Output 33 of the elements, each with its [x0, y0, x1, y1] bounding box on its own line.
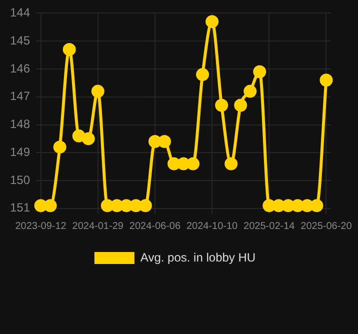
point	[72, 129, 86, 142]
point	[253, 65, 266, 78]
point	[91, 84, 104, 98]
x-tick-label: 2024-10-10	[186, 220, 238, 232]
y-tick-label: 151	[10, 200, 30, 215]
point	[244, 84, 257, 98]
point	[224, 157, 238, 170]
x-tick-label: 2023-09-12	[15, 220, 67, 232]
point	[53, 140, 66, 154]
point	[186, 157, 200, 170]
point	[44, 199, 57, 212]
point	[62, 42, 76, 56]
point	[206, 15, 219, 28]
point	[234, 98, 248, 112]
x-tick-label: 2025-06-20	[300, 220, 352, 232]
point	[82, 132, 95, 146]
y-tick-label: 146	[10, 61, 30, 76]
y-tick-label: 149	[10, 144, 30, 159]
point	[158, 134, 171, 148]
y-tick-label: 147	[10, 89, 30, 104]
x-tick-label: 2024-06-06	[129, 220, 181, 232]
y-tick-label: 148	[10, 117, 30, 132]
x-tick-label: 2025-02-14	[244, 220, 296, 232]
point	[310, 199, 324, 212]
legend-label: Avg. pos. in lobby HU	[140, 250, 256, 264]
point	[215, 98, 228, 112]
x-tick-label: 2024-01-29	[72, 220, 124, 232]
y-tick-label: 145	[10, 33, 30, 48]
point	[196, 68, 210, 82]
point	[320, 74, 333, 87]
point	[138, 199, 152, 212]
y-tick-label: 144	[10, 6, 30, 20]
y-tick-label: 150	[10, 172, 30, 187]
